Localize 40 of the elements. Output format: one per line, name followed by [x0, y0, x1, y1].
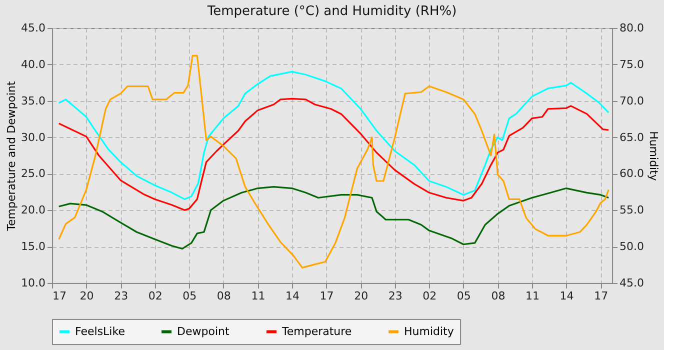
x-tick-label: 02	[422, 290, 437, 302]
legend-label: Humidity	[404, 324, 454, 338]
x-tick-label: 05	[182, 290, 197, 302]
x-tick-label: 08	[216, 290, 231, 302]
legend-label: FeelsLike	[75, 324, 126, 338]
y2-tick-label: 50.0	[620, 240, 644, 254]
y-tick-label: 45.0	[21, 22, 46, 34]
y-tick-label: 10.0	[21, 276, 46, 290]
y2-axis-title: Humidity	[646, 131, 660, 182]
x-tick-label: 11	[251, 290, 266, 302]
x-tick-label: 14	[560, 290, 574, 302]
y-tick-label: 25.0	[21, 167, 46, 180]
y2-tick-label: 60.0	[620, 167, 644, 180]
y2-tick-label: 55.0	[620, 204, 644, 217]
x-tick-label: 11	[526, 290, 540, 302]
y2-tick-label: 65.0	[620, 130, 644, 144]
x-tick-label: 17	[52, 290, 66, 302]
y-tick-label: 20.0	[21, 204, 46, 217]
x-tick-label: 05	[456, 290, 471, 302]
y-tick-label: 35.0	[21, 94, 46, 108]
x-tick-label: 23	[388, 290, 402, 302]
y2-tick-label: 80.0	[620, 22, 644, 34]
x-tick-label: 17	[320, 290, 334, 302]
legend-label: Dewpoint	[177, 324, 230, 338]
x-tick-label: 02	[148, 290, 162, 302]
x-tick-label: 20	[80, 290, 94, 302]
y-tick-label: 15.0	[21, 240, 46, 254]
y-tick-label: 30.0	[21, 130, 46, 144]
y-axis-title: Temperature and Dewpoint	[5, 80, 18, 232]
y2-tick-label: 70.0	[620, 94, 644, 108]
y2-tick-label: 45.0	[620, 276, 644, 290]
legend-label: Temperature	[281, 324, 352, 338]
chart-title: Temperature (°C) and Humidity (RH%)	[206, 4, 457, 19]
x-tick-label: 08	[491, 290, 506, 302]
x-tick-label: 20	[354, 290, 368, 302]
y-tick-label: 40.0	[21, 58, 46, 71]
y2-tick-label: 75.0	[620, 58, 644, 71]
x-tick-label: 23	[114, 290, 128, 302]
x-tick-label: 17	[594, 290, 608, 302]
x-tick-label: 14	[286, 290, 300, 302]
